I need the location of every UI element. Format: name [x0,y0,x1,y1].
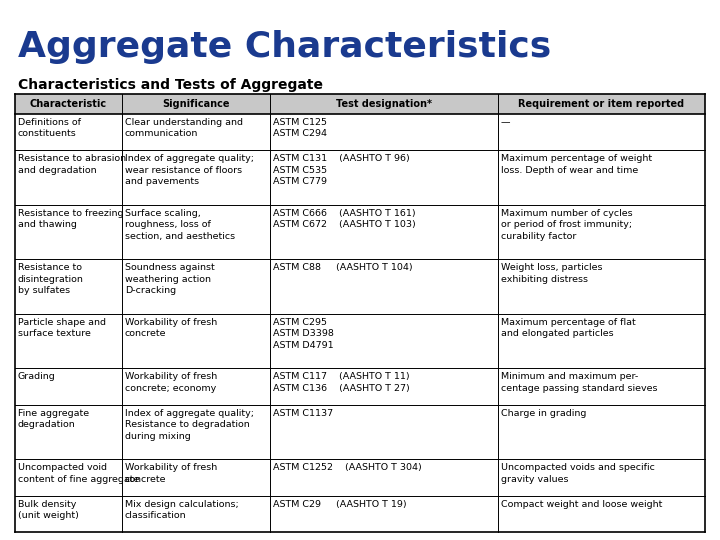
Text: Fine aggregate
degradation: Fine aggregate degradation [18,409,89,429]
Text: ASTM C295
ASTM D3398
ASTM D4791: ASTM C295 ASTM D3398 ASTM D4791 [274,318,334,350]
Text: Particle shape and
surface texture: Particle shape and surface texture [18,318,106,339]
Text: ASTM C29     (AASHTO T 19): ASTM C29 (AASHTO T 19) [274,500,407,509]
Text: —: — [501,118,510,127]
Text: ASTM C1252    (AASHTO T 304): ASTM C1252 (AASHTO T 304) [274,463,422,472]
Bar [15,94,705,114]
Text: Workability of fresh
concrete; economy: Workability of fresh concrete; economy [125,373,217,393]
Text: Compact weight and loose weight: Compact weight and loose weight [501,500,662,509]
Text: Minimum and maximum per-
centage passing standard sieves: Minimum and maximum per- centage passing… [501,373,657,393]
Text: Requirement or item reported: Requirement or item reported [518,99,685,109]
Text: Definitions of
constituents: Definitions of constituents [18,118,81,138]
Text: ASTM C117    (AASHTO T 11)
ASTM C136    (AASHTO T 27): ASTM C117 (AASHTO T 11) ASTM C136 (AASHT… [274,373,410,393]
Text: ASTM C88     (AASHTO T 104): ASTM C88 (AASHTO T 104) [274,264,413,272]
Text: Surface scaling,
roughness, loss of
section, and aesthetics: Surface scaling, roughness, loss of sect… [125,209,235,241]
Text: Weight loss, particles
exhibiting distress: Weight loss, particles exhibiting distre… [501,264,603,284]
Text: Maximum percentage of flat
and elongated particles: Maximum percentage of flat and elongated… [501,318,636,339]
Text: Significance: Significance [163,99,230,109]
Text: Resistance to
disintegration
by sulfates: Resistance to disintegration by sulfates [18,264,84,295]
Text: Charge in grading: Charge in grading [501,409,586,418]
Text: ASTM C666    (AASHTO T 161)
ASTM C672    (AASHTO T 103): ASTM C666 (AASHTO T 161) ASTM C672 (AASH… [274,209,416,230]
Text: Grading: Grading [18,373,55,381]
Text: ASTM C131    (AASHTO T 96)
ASTM C535
ASTM C779: ASTM C131 (AASHTO T 96) ASTM C535 ASTM C… [274,154,410,186]
Text: Characteristics and Tests of Aggregate: Characteristics and Tests of Aggregate [18,78,323,92]
Text: Resistance to abrasion
and degradation: Resistance to abrasion and degradation [18,154,126,175]
Text: Characteristic: Characteristic [30,99,107,109]
Text: Soundness against
weathering action
D-cracking: Soundness against weathering action D-cr… [125,264,215,295]
Text: Index of aggregate quality;
Resistance to degradation
during mixing: Index of aggregate quality; Resistance t… [125,409,254,441]
Text: Aggregate Characteristics: Aggregate Characteristics [18,30,552,64]
Text: Resistance to freezing
and thawing: Resistance to freezing and thawing [18,209,124,230]
Text: Mix design calculations;
classification: Mix design calculations; classification [125,500,239,520]
Text: Maximum number of cycles
or period of frost immunity;
curability factor: Maximum number of cycles or period of fr… [501,209,633,241]
Text: Index of aggregate quality;
wear resistance of floors
and pavements: Index of aggregate quality; wear resista… [125,154,254,186]
Text: Uncompacted voids and specific
gravity values: Uncompacted voids and specific gravity v… [501,463,655,484]
Text: Workability of fresh
concrete: Workability of fresh concrete [125,318,217,339]
Text: Bulk density
(unit weight): Bulk density (unit weight) [18,500,79,520]
Text: Maximum percentage of weight
loss. Depth of wear and time: Maximum percentage of weight loss. Depth… [501,154,652,175]
Text: Test designation*: Test designation* [336,99,432,109]
Text: Uncompacted void
content of fine aggregate: Uncompacted void content of fine aggrega… [18,463,140,484]
Text: ASTM C1137: ASTM C1137 [274,409,333,418]
Text: Workability of fresh
concrete: Workability of fresh concrete [125,463,217,484]
Text: Clear understanding and
communication: Clear understanding and communication [125,118,243,138]
Text: ASTM C125
ASTM C294: ASTM C125 ASTM C294 [274,118,328,138]
